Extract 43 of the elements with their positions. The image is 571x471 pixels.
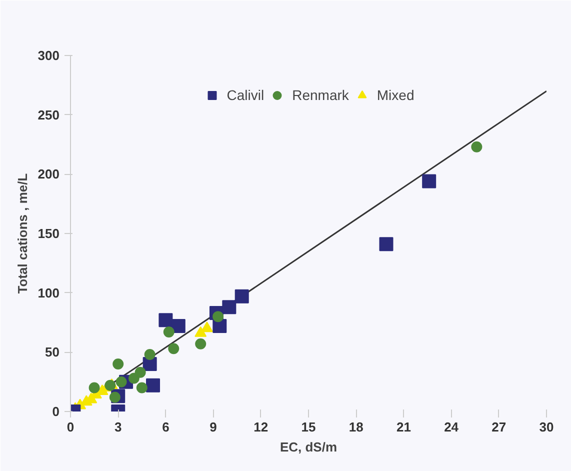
- x-tick-label: 3: [114, 420, 122, 434]
- x-tick-label: 0: [66, 420, 74, 434]
- point: [171, 319, 186, 334]
- x-tick-label: 18: [348, 420, 364, 434]
- y-tick-label: 300: [38, 48, 60, 63]
- y-tick-label: 0: [52, 404, 60, 419]
- point: [422, 174, 436, 188]
- point: [212, 311, 224, 322]
- x-tick-label: 12: [254, 420, 268, 434]
- y-axis-title: Total cations , me/L: [14, 173, 30, 294]
- x-tick-label: 6: [162, 420, 170, 434]
- x-tick-label: 27: [492, 420, 506, 434]
- legend-label: Renmark: [292, 87, 349, 103]
- point: [109, 392, 120, 403]
- point: [88, 382, 100, 394]
- point: [144, 349, 156, 360]
- y-tick-label: 200: [38, 166, 60, 182]
- y-tick-label: 50: [45, 344, 60, 360]
- y-tick-label: 150: [38, 226, 60, 241]
- point: [379, 237, 394, 252]
- point: [163, 326, 174, 338]
- point: [136, 382, 148, 394]
- point: [195, 338, 206, 350]
- point: [134, 366, 146, 378]
- y-tick-label: 100: [38, 285, 60, 300]
- point: [158, 313, 173, 328]
- x-tick-label: 9: [210, 420, 217, 434]
- x-tick-label: 24: [444, 420, 460, 434]
- point: [146, 378, 160, 392]
- legend-label: Calivil: [226, 87, 264, 103]
- y-tick-label: 250: [38, 107, 60, 122]
- x-axis-title: EC, dS/m: [280, 440, 338, 454]
- x-tick-label: 15: [301, 420, 316, 434]
- point: [222, 300, 236, 314]
- point: [234, 289, 249, 304]
- legend-label: Mixed: [376, 87, 414, 103]
- point: [471, 141, 482, 152]
- point: [116, 376, 127, 388]
- x-tick-label: 30: [539, 420, 554, 434]
- point: [112, 358, 124, 370]
- point: [194, 326, 207, 337]
- x-tick-label: 21: [396, 420, 411, 434]
- point: [168, 343, 180, 354]
